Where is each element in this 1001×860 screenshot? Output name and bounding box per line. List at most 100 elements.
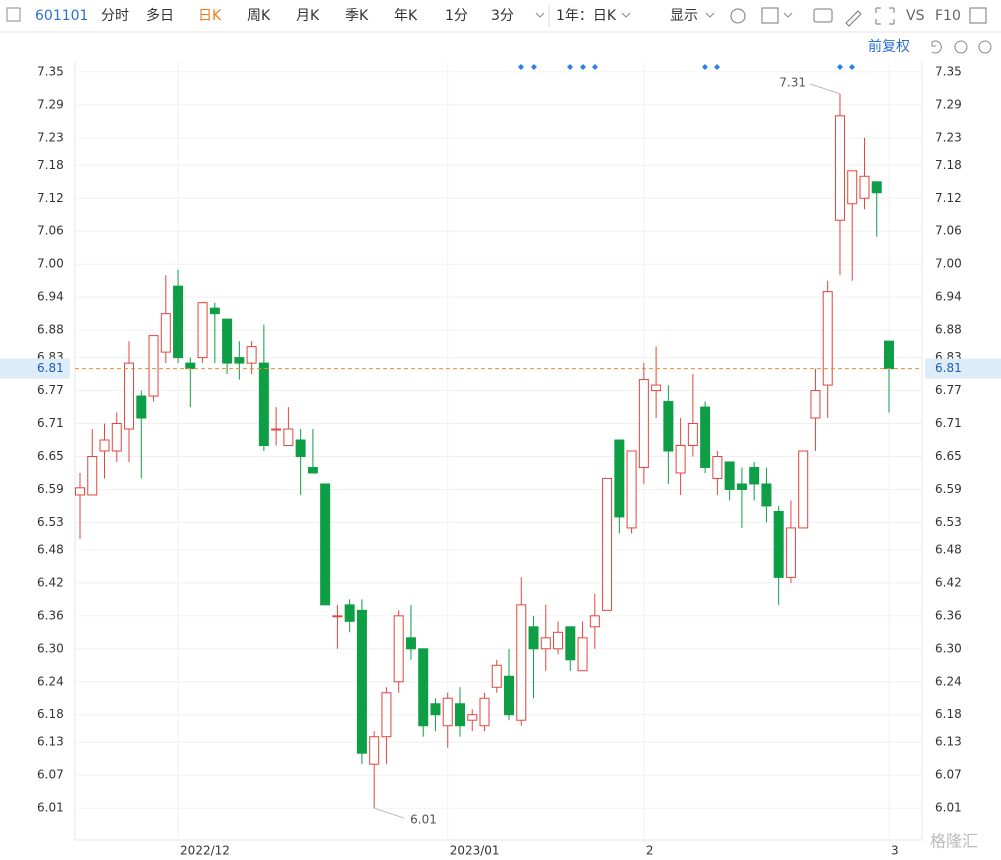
candle-body	[687, 423, 698, 447]
settings-icon[interactable]	[730, 8, 746, 24]
period-tab[interactable]: 3分	[491, 8, 514, 24]
box-icon[interactable]	[761, 7, 779, 24]
candle-body	[516, 604, 527, 721]
candle-body	[246, 346, 257, 364]
y-tick-label-right: 7.35	[935, 64, 962, 78]
period-select[interactable]: 1年：日K	[556, 8, 617, 24]
candle-body	[724, 461, 735, 490]
zoom-in[interactable]	[978, 40, 992, 54]
max-label: 7.31	[779, 75, 806, 89]
y-tick-label-right: 7.29	[935, 97, 962, 111]
x-tick-label: 2023/01	[450, 844, 500, 858]
y-tick-label-right: 6.77	[935, 383, 962, 397]
event-markers	[518, 64, 855, 70]
candle-body	[528, 626, 539, 650]
fullscreen-icon[interactable]	[875, 7, 895, 25]
y-tick-label: 7.18	[37, 158, 64, 172]
y-tick-label-right: 7.23	[935, 130, 962, 144]
y-tick-label-right: 6.42	[935, 575, 962, 589]
y-tick-label-right: 6.13	[935, 735, 962, 749]
period-tab[interactable]: 月K	[296, 8, 320, 24]
candle-body	[565, 626, 576, 661]
candle-body	[369, 736, 380, 765]
candle-body	[491, 664, 502, 688]
panel-icon[interactable]	[969, 7, 987, 24]
y-tick-label: 6.77	[37, 383, 64, 397]
candle-body	[258, 362, 269, 447]
y-tick-label: 6.36	[37, 608, 64, 622]
y-tick-label: 7.00	[37, 257, 64, 271]
period-tab[interactable]: 周K	[247, 8, 271, 24]
candle-body	[442, 697, 453, 727]
grid	[74, 62, 923, 841]
y-tick-label: 6.48	[37, 542, 64, 556]
period-tab[interactable]: 多日	[146, 7, 174, 24]
reset-icon[interactable]	[931, 40, 942, 54]
candle-body	[209, 307, 220, 315]
event-marker[interactable]	[518, 64, 855, 70]
min-label: 6.01	[410, 813, 437, 827]
y-tick-label: 6.24	[37, 674, 64, 688]
y-tick-label: 6.42	[37, 575, 64, 589]
candle-body	[700, 406, 711, 468]
stock-code[interactable]: 601101	[35, 8, 88, 24]
candle-body	[749, 466, 760, 485]
y-tick-label: 7.29	[37, 97, 64, 111]
y-tick-label-right: 6.88	[935, 323, 962, 337]
candle-body	[626, 450, 637, 529]
y-tick-label: 6.07	[37, 768, 64, 782]
candle-body	[234, 357, 245, 364]
checkbox[interactable]	[6, 7, 21, 22]
candle-body	[136, 395, 147, 419]
candle-body	[822, 291, 833, 386]
candle-body	[148, 335, 159, 397]
candle-body	[124, 362, 135, 430]
y-tick-label-right: 6.01	[935, 801, 962, 815]
zoom-out[interactable]	[954, 40, 968, 54]
period-tab[interactable]: 1分	[445, 8, 468, 24]
candle-body	[332, 615, 343, 618]
toolbar: 601101 1年：日K 显示 VS F10 前复权	[0, 5, 1001, 55]
y-tick-label: 6.71	[37, 416, 64, 430]
x-tick-label: 2	[646, 844, 654, 858]
watermark: 格隆汇	[930, 832, 978, 851]
y-tick-label: 6.53	[37, 515, 64, 529]
last-price-label: 6.81	[37, 361, 64, 375]
pen-icon[interactable]	[845, 10, 862, 27]
candle-body	[884, 340, 894, 370]
candle-body	[736, 483, 747, 490]
candle-body	[602, 477, 613, 611]
candle-body	[651, 384, 662, 392]
adjust-menu[interactable]: 前复权	[868, 38, 910, 55]
y-tick-label-right: 7.12	[935, 191, 962, 205]
period-tab[interactable]: 分时	[101, 8, 129, 24]
candle-body	[173, 285, 184, 359]
candle-body	[418, 648, 429, 727]
candle-body	[467, 714, 478, 721]
y-tick-label-right: 6.65	[935, 449, 962, 463]
y-tick-label: 6.13	[37, 735, 64, 749]
candle-body	[283, 428, 294, 447]
period-tab[interactable]: 年K	[394, 8, 418, 24]
y-tick-label: 7.35	[37, 64, 64, 78]
candle-body	[675, 445, 686, 474]
y-tick-label-right: 6.53	[935, 515, 962, 529]
vs-button[interactable]: VS	[906, 8, 925, 24]
y-tick-label: 6.59	[37, 482, 64, 496]
display-menu[interactable]: 显示	[670, 8, 698, 24]
f10-button[interactable]: F10	[935, 8, 961, 24]
period-tab[interactable]: 日K	[198, 8, 222, 24]
min-pointer	[374, 807, 405, 819]
candle-body	[871, 181, 882, 194]
candle-body	[405, 637, 416, 650]
period-tab[interactable]: 季K	[345, 8, 369, 24]
candle-body	[834, 115, 845, 221]
y-tick-label-right: 7.06	[935, 224, 962, 238]
candle-body	[504, 675, 515, 716]
y-tick-label-right: 6.18	[935, 707, 962, 721]
candle-body	[540, 637, 551, 650]
y-tick-label: 6.94	[37, 290, 64, 304]
camera-icon[interactable]	[813, 8, 833, 23]
last-price-badge	[0, 358, 70, 379]
